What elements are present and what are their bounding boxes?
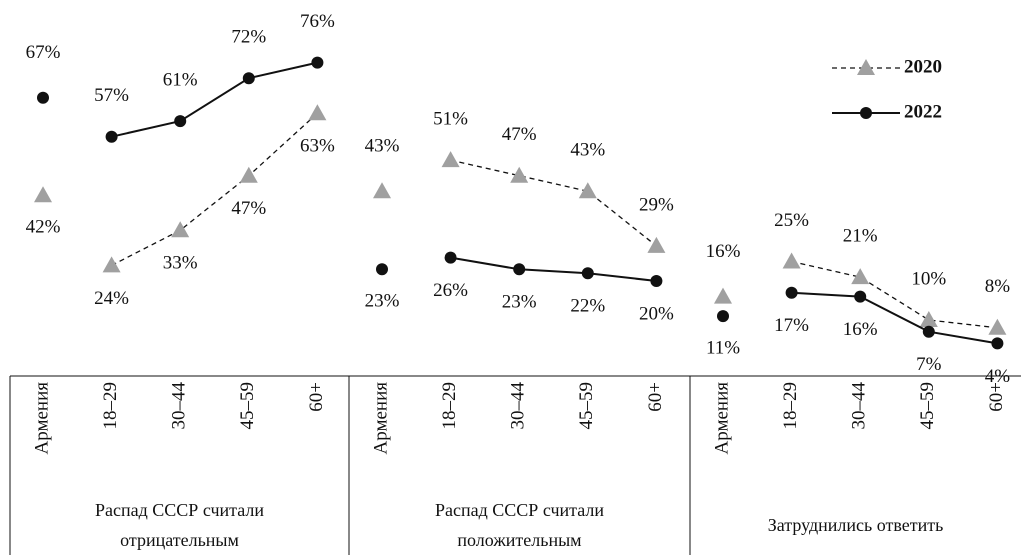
series-line	[791, 260, 998, 329]
x-tick-label: Армения	[31, 382, 52, 455]
data-label: 67%	[26, 42, 61, 63]
data-label: 76%	[300, 11, 335, 32]
x-tick-label: 60+	[306, 382, 327, 412]
data-label: 23%	[365, 291, 400, 312]
marker	[714, 287, 732, 304]
data-label: 16%	[843, 319, 878, 340]
series-line	[111, 61, 318, 138]
legend-label: 2020	[904, 56, 942, 77]
marker	[717, 310, 729, 323]
marker	[988, 318, 1007, 335]
marker	[785, 286, 798, 299]
x-tick-label: 18–29	[100, 382, 121, 430]
x-tick-label: 30–44	[508, 382, 529, 430]
marker	[922, 325, 935, 338]
data-label: 26%	[433, 280, 468, 301]
group-label-text: Затруднились ответить	[767, 515, 944, 535]
x-tick-label: 45–59	[237, 382, 258, 430]
x-tick-label: 30–44	[169, 382, 190, 430]
data-label: 11%	[706, 337, 740, 358]
data-label: 33%	[163, 253, 198, 274]
marker	[102, 256, 121, 273]
data-label: 25%	[774, 210, 809, 231]
marker	[376, 263, 388, 276]
group-label-text: Распад СССР считали положительным	[435, 500, 604, 550]
marker	[513, 263, 526, 276]
marker	[34, 186, 52, 203]
series-line	[791, 291, 998, 345]
data-label: 4%	[985, 366, 1011, 387]
data-label: 47%	[231, 198, 266, 219]
group-label: Затруднились ответить	[690, 495, 1021, 555]
x-tick-label: 60+	[645, 382, 666, 412]
data-label: 24%	[94, 288, 129, 309]
marker	[581, 267, 594, 280]
marker	[782, 252, 801, 269]
x-tick-label: 18–29	[439, 382, 460, 430]
x-tick-label: 45–59	[917, 382, 938, 430]
data-label: 16%	[706, 241, 741, 262]
marker	[919, 311, 938, 327]
x-tick-label: 18–29	[780, 382, 801, 430]
data-label: 21%	[843, 225, 878, 246]
marker	[851, 268, 870, 285]
x-tick-label: 30–44	[849, 382, 870, 430]
data-label: 29%	[639, 194, 674, 215]
data-label: 20%	[639, 303, 674, 324]
group-label-text: Распад СССР считали отрицательным	[95, 500, 264, 550]
x-tick-label: 45–59	[576, 382, 597, 430]
data-label: 47%	[502, 124, 537, 145]
data-label: 17%	[774, 315, 809, 336]
x-tick-label: Армения	[370, 382, 391, 455]
marker	[239, 166, 258, 183]
legend-marker	[857, 59, 875, 75]
marker	[242, 72, 255, 85]
marker	[854, 290, 867, 303]
data-label: 42%	[26, 217, 61, 238]
group-label: Распад СССР считали отрицательным	[10, 495, 349, 555]
data-label: 8%	[985, 276, 1011, 297]
data-label: 7%	[916, 354, 942, 375]
series-line	[450, 256, 657, 282]
data-label: 23%	[502, 292, 537, 313]
data-label: 22%	[570, 296, 605, 317]
data-label: 61%	[163, 69, 198, 90]
data-label: 43%	[570, 140, 605, 161]
marker	[373, 182, 391, 199]
marker	[510, 166, 529, 183]
series-line	[450, 159, 657, 247]
marker	[311, 56, 324, 69]
marker	[578, 182, 597, 199]
marker	[991, 337, 1004, 350]
legend-label: 2022	[904, 101, 942, 122]
marker	[444, 251, 457, 264]
data-label: 10%	[911, 268, 946, 289]
x-tick-label: 60+	[986, 382, 1007, 412]
data-label: 72%	[231, 27, 266, 48]
marker	[308, 104, 327, 121]
legend-marker	[860, 107, 872, 119]
marker	[647, 236, 666, 253]
series-line	[111, 112, 318, 266]
data-label: 51%	[433, 108, 468, 129]
group-label: Распад СССР считали положительным	[349, 495, 690, 555]
marker	[174, 115, 187, 128]
x-tick-label: Армения	[711, 382, 732, 455]
data-label: 63%	[300, 136, 335, 157]
data-label: 57%	[94, 85, 129, 106]
marker	[171, 221, 190, 238]
marker	[105, 130, 118, 143]
marker	[650, 275, 663, 287]
data-label: 43%	[365, 136, 400, 157]
marker	[441, 151, 460, 168]
marker	[37, 91, 49, 104]
